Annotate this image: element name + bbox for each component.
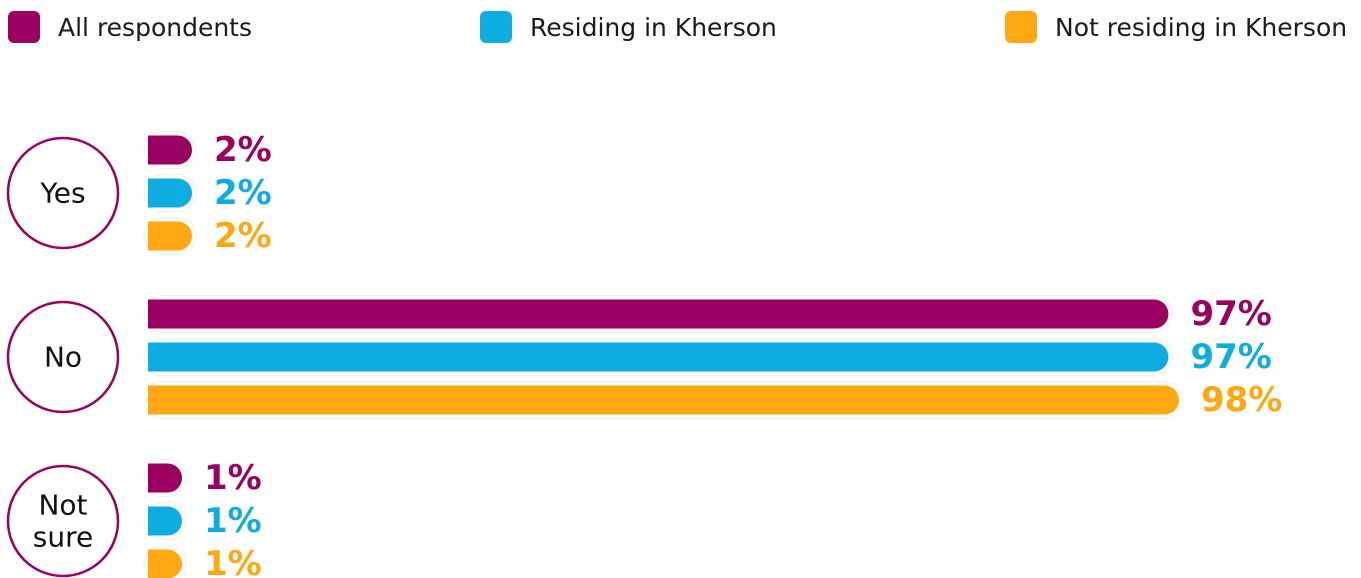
value-label-yes-residing-in-kherson: 2% <box>214 173 272 213</box>
category-label-no: No <box>44 341 82 374</box>
value-label-yes-all-respondents: 2% <box>214 130 272 170</box>
value-label-yes-not-residing-in-kherson: 2% <box>214 216 272 256</box>
value-label-no-not-residing-in-kherson: 98% <box>1201 380 1282 420</box>
value-label-not-sure-residing-in-kherson: 1% <box>204 501 262 541</box>
bar-not-sure-residing-in-kherson <box>148 506 182 536</box>
legend: All respondents Residing in Kherson Not … <box>0 0 1361 60</box>
legend-label-residing-in-kherson: Residing in Kherson <box>530 12 777 42</box>
bar-yes-residing-in-kherson <box>148 178 192 208</box>
bar-yes-not-residing-in-kherson <box>148 221 192 251</box>
legend-swatch-residing-in-kherson <box>480 11 512 43</box>
category-circle-yes <box>6 136 120 250</box>
category-label-yes: Yes <box>39 177 85 210</box>
category-circle-no <box>6 300 120 414</box>
legend-item-not-residing-in-kherson: Not residing in Kherson <box>1005 10 1347 44</box>
value-label-no-residing-in-kherson: 97% <box>1190 337 1271 377</box>
bar-not-sure-not-residing-in-kherson <box>148 549 182 578</box>
legend-item-all-respondents: All respondents <box>8 10 252 44</box>
bar-no-all-respondents <box>148 299 1169 329</box>
category-label-not-sure-line-2: sure <box>33 521 93 554</box>
value-label-not-sure-not-residing-in-kherson: 1% <box>204 544 262 578</box>
legend-swatch-not-residing-in-kherson <box>1005 11 1037 43</box>
value-label-no-all-respondents: 97% <box>1190 294 1271 334</box>
value-label-not-sure-all-respondents: 1% <box>204 458 262 498</box>
bar-no-residing-in-kherson <box>148 342 1169 372</box>
legend-item-residing-in-kherson: Residing in Kherson <box>480 10 777 44</box>
legend-swatch-all-respondents <box>8 11 40 43</box>
legend-label-not-residing-in-kherson: Not residing in Kherson <box>1055 12 1348 42</box>
category-label-not-sure-line-1: Not <box>38 489 87 522</box>
bar-no-not-residing-in-kherson <box>148 385 1179 415</box>
category-circle-not-sure <box>6 464 120 578</box>
bar-not-sure-all-respondents <box>148 463 182 493</box>
bar-yes-all-respondents <box>148 135 192 165</box>
legend-label-all-respondents: All respondents <box>58 12 253 42</box>
